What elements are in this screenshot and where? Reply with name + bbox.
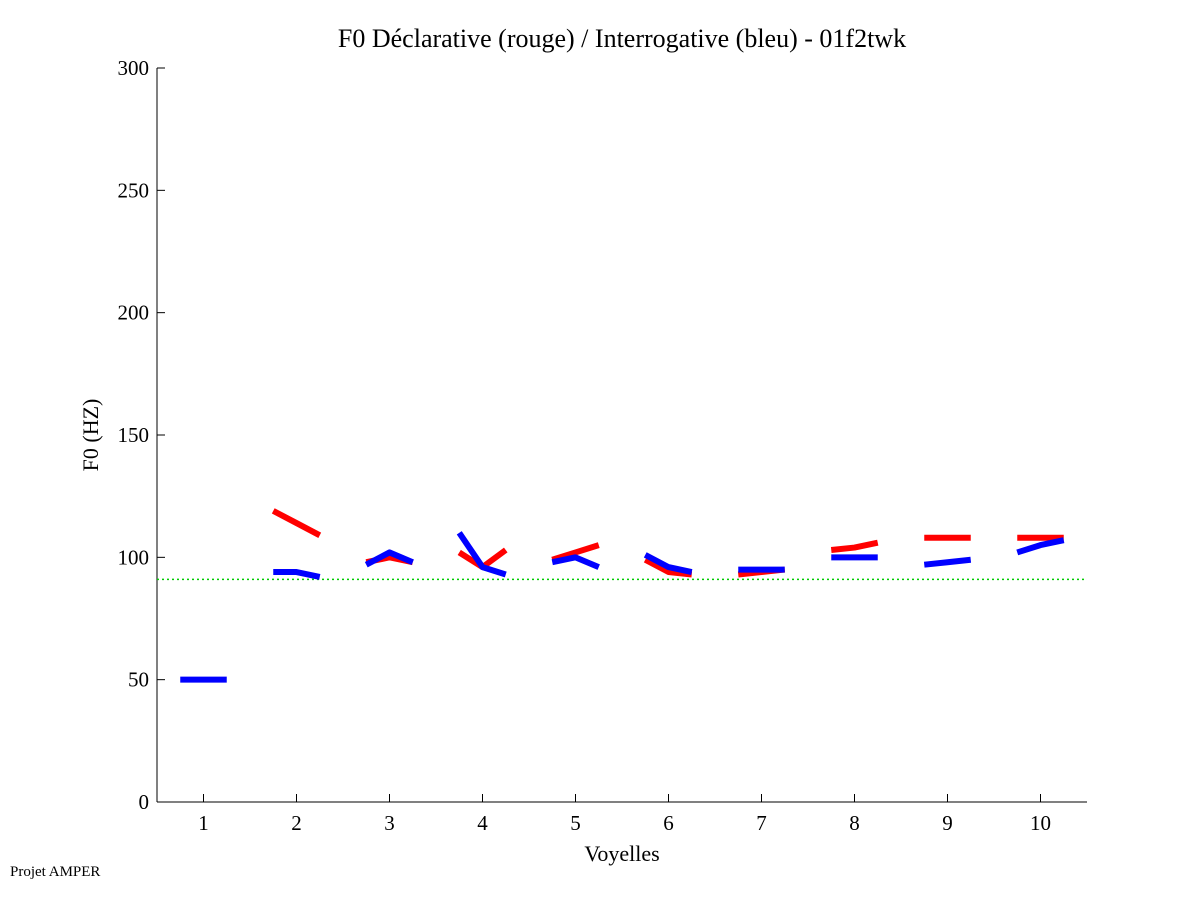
x-tick-label: 7 [756,811,767,835]
series-blue-segment-6 [643,552,693,575]
x-tick-label: 8 [849,811,860,835]
y-tick-label: 150 [118,423,150,447]
series-blue-segment-4 [456,531,507,578]
series-blue-segment-2 [273,569,321,580]
x-tick-label: 3 [384,811,395,835]
x-tick-label: 1 [198,811,209,835]
x-tick-label: 6 [663,811,674,835]
x-tick-label: 4 [477,811,488,835]
chart-title: F0 Déclarative (rouge) / Interrogative (… [338,24,906,53]
series-blue-segment-5 [551,554,600,570]
y-axis-label: F0 (HZ) [78,399,103,472]
x-tick-label: 10 [1030,811,1051,835]
y-tick-label: 200 [118,301,150,325]
series-red-segment-2 [271,508,322,538]
y-tick-label: 100 [118,545,150,569]
series-red-segment-6 [643,557,693,578]
y-tick-label: 250 [118,178,150,202]
x-axis-label: Voyelles [584,841,659,866]
x-tick-label: 2 [291,811,302,835]
x-tick-label: 9 [942,811,953,835]
y-tick-label: 50 [128,668,149,692]
y-tick-label: 0 [139,790,150,814]
x-tick-label: 5 [570,811,581,835]
series-blue-segment-10 [1016,537,1065,556]
series-blue-segment-9 [923,556,972,568]
series-red-segment-8 [830,539,879,553]
y-tick-label: 300 [118,56,150,80]
footer-note: Projet AMPER [10,864,101,880]
series-red-segment-5 [551,542,600,563]
series-blue-segment-3 [364,549,414,568]
